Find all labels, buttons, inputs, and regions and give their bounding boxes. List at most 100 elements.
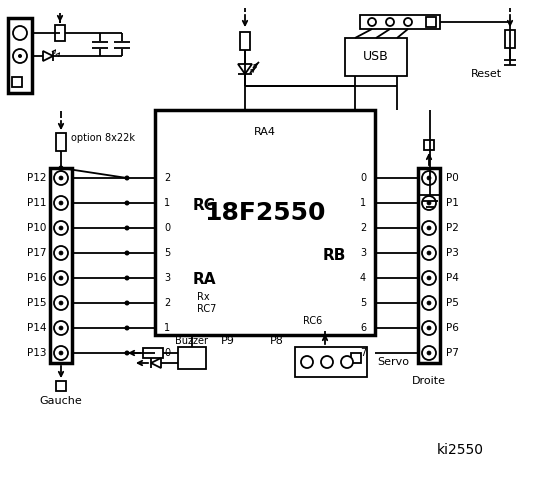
Text: RC7: RC7: [197, 304, 216, 314]
Bar: [505, 30, 515, 48]
Bar: [424, 140, 434, 150]
Circle shape: [59, 176, 63, 180]
Text: P13: P13: [27, 348, 46, 358]
Circle shape: [13, 49, 27, 63]
Circle shape: [301, 356, 313, 368]
Circle shape: [54, 221, 68, 235]
Circle shape: [368, 18, 376, 26]
Circle shape: [59, 301, 63, 305]
Text: P4: P4: [446, 273, 459, 283]
Circle shape: [54, 296, 68, 310]
Text: P17: P17: [27, 248, 46, 258]
Text: P16: P16: [27, 273, 46, 283]
Circle shape: [59, 326, 63, 330]
Bar: [351, 353, 361, 363]
Text: option 8x22k: option 8x22k: [71, 133, 135, 143]
Circle shape: [124, 350, 129, 356]
Text: 2: 2: [164, 173, 170, 183]
Circle shape: [124, 176, 129, 180]
Text: RC: RC: [193, 197, 216, 213]
Text: 2: 2: [164, 298, 170, 308]
Text: Rx: Rx: [197, 292, 210, 302]
Circle shape: [54, 196, 68, 210]
Bar: [56, 381, 66, 391]
Circle shape: [422, 196, 436, 210]
Bar: [418, 168, 440, 363]
Bar: [178, 347, 206, 369]
Circle shape: [54, 346, 68, 360]
Text: P1: P1: [446, 198, 459, 208]
Text: 0: 0: [164, 223, 170, 233]
Bar: [345, 38, 407, 76]
Circle shape: [59, 166, 64, 170]
Circle shape: [427, 301, 431, 305]
Text: 0: 0: [164, 348, 170, 358]
Bar: [143, 348, 163, 358]
Text: Reset: Reset: [471, 69, 502, 79]
Bar: [426, 17, 436, 27]
Circle shape: [54, 321, 68, 335]
Text: P12: P12: [27, 173, 46, 183]
Text: ki2550: ki2550: [436, 443, 483, 457]
Text: Gauche: Gauche: [40, 396, 82, 406]
Circle shape: [422, 221, 436, 235]
Text: 0: 0: [360, 173, 366, 183]
Circle shape: [59, 351, 63, 355]
Circle shape: [422, 171, 436, 185]
Text: RB: RB: [323, 248, 346, 263]
Text: RA: RA: [193, 273, 217, 288]
Text: RA4: RA4: [254, 127, 276, 137]
Circle shape: [54, 171, 68, 185]
Circle shape: [124, 226, 129, 230]
Text: Droite: Droite: [412, 376, 446, 386]
Circle shape: [18, 54, 22, 58]
Bar: [240, 32, 250, 50]
Text: P3: P3: [446, 248, 459, 258]
Bar: [56, 133, 66, 151]
Text: P0: P0: [446, 173, 459, 183]
Text: 5: 5: [164, 248, 170, 258]
Circle shape: [124, 300, 129, 305]
Bar: [360, 15, 440, 29]
Text: P10: P10: [27, 223, 46, 233]
Circle shape: [427, 176, 431, 180]
Circle shape: [404, 18, 412, 26]
Circle shape: [422, 271, 436, 285]
Circle shape: [422, 296, 436, 310]
Text: 5: 5: [360, 298, 366, 308]
Circle shape: [124, 325, 129, 331]
Circle shape: [59, 201, 63, 205]
Circle shape: [422, 321, 436, 335]
Circle shape: [124, 251, 129, 255]
Circle shape: [59, 226, 63, 230]
Circle shape: [124, 276, 129, 280]
Text: Servo: Servo: [377, 357, 409, 367]
Circle shape: [59, 276, 63, 280]
Text: 3: 3: [360, 248, 366, 258]
Circle shape: [124, 201, 129, 205]
Text: 7: 7: [360, 348, 366, 358]
Text: P8: P8: [270, 336, 284, 346]
Circle shape: [427, 326, 431, 330]
Text: 2: 2: [360, 223, 366, 233]
Circle shape: [321, 356, 333, 368]
Circle shape: [427, 251, 431, 255]
Text: 6: 6: [360, 323, 366, 333]
Circle shape: [13, 26, 27, 40]
Text: P15: P15: [27, 298, 46, 308]
Text: 1: 1: [164, 198, 170, 208]
Text: P5: P5: [446, 298, 459, 308]
Bar: [295, 347, 367, 377]
Text: P11: P11: [27, 198, 46, 208]
Bar: [12, 77, 22, 87]
Circle shape: [427, 351, 431, 355]
Text: P2: P2: [446, 223, 459, 233]
Text: RC6: RC6: [303, 316, 322, 326]
Text: P14: P14: [27, 323, 46, 333]
Circle shape: [422, 346, 436, 360]
Text: 4: 4: [360, 273, 366, 283]
Bar: [8, 18, 32, 93]
Circle shape: [422, 246, 436, 260]
Bar: [155, 110, 375, 335]
Bar: [50, 168, 72, 363]
